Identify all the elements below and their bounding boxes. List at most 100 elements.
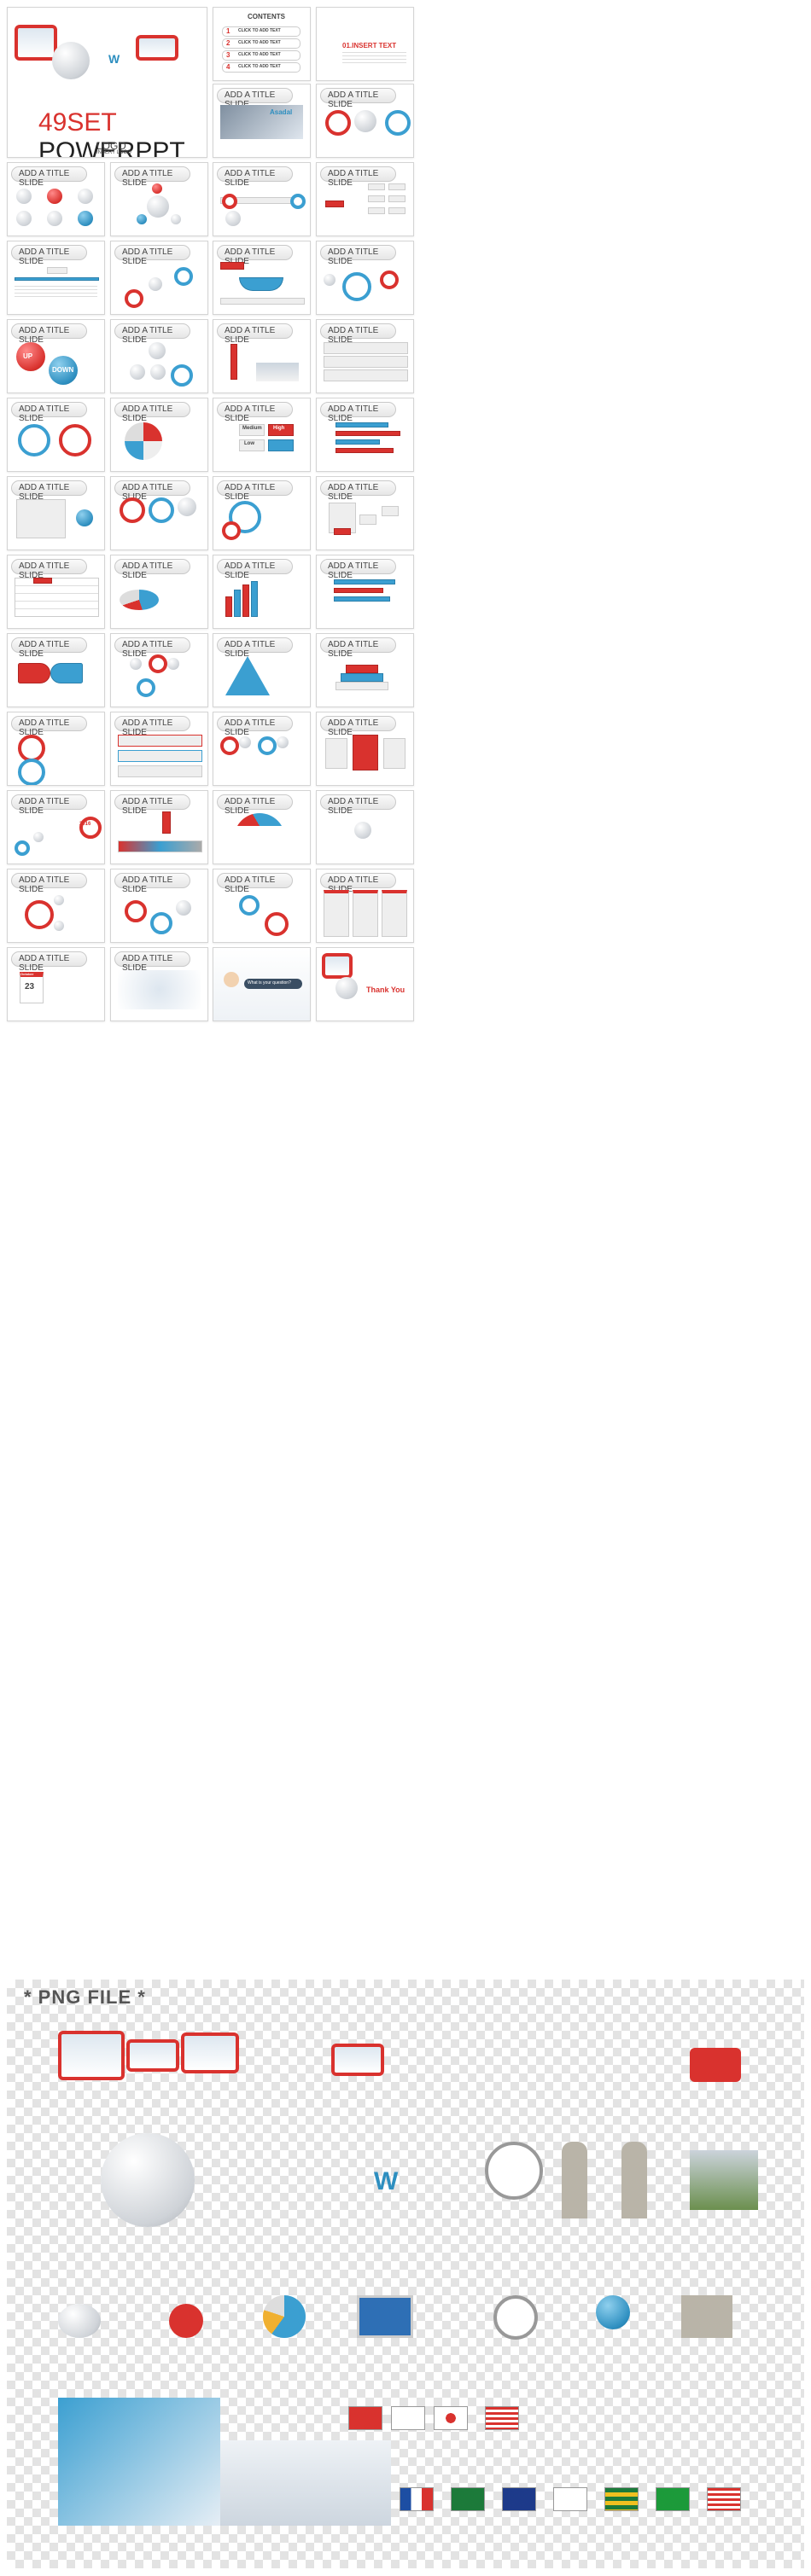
- slide-progress-bars[interactable]: ADD A TITLE SLIDE: [316, 555, 414, 629]
- contents-number: 1: [226, 27, 230, 35]
- cycle-center: [147, 195, 169, 218]
- slide-asadal-pair[interactable]: ADD A TITLE SLIDE: [7, 712, 105, 786]
- bar: [225, 596, 232, 617]
- slide-title-bar: ADD A TITLE SLIDE: [114, 637, 190, 659]
- slide-map-flags[interactable]: ADD A TITLE SLIDE: [110, 947, 208, 1021]
- slide-click-add[interactable]: ADD A TITLE SLIDE: [110, 869, 208, 943]
- slide-asadal-arc[interactable]: ADD A TITLE SLIDE: [213, 476, 311, 550]
- png-scale-icon: [681, 2295, 732, 2338]
- slide-text-boxes[interactable]: ADD A TITLE SLIDE: [316, 162, 414, 236]
- slide-image-list[interactable]: ADD A TITLE SLIDE: [316, 319, 414, 393]
- slide-cycle-asadal[interactable]: ADD A TITLE SLIDE: [110, 162, 208, 236]
- progress-bar: [334, 579, 395, 584]
- png-flag-brazil: [656, 2487, 690, 2511]
- slide-title: ADD A TITLE SLIDE: [328, 640, 379, 659]
- slide-text-table[interactable]: ADD A TITLE SLIDE: [7, 555, 105, 629]
- slide-world-map-asadal[interactable]: ADD A TITLE SLIDE: [110, 319, 208, 393]
- contents-slide[interactable]: CONTENTS 1 CLICK TO ADD TEXT 2 CLICK TO …: [213, 7, 311, 81]
- slide-title: ADD A TITLE SLIDE: [19, 718, 70, 737]
- globe-icon: [354, 822, 371, 839]
- slide-semicircle[interactable]: ADD A TITLE SLIDE: [213, 790, 311, 864]
- slide-funnel[interactable]: ADD A TITLE SLIDE: [213, 241, 311, 315]
- slide-three-circles[interactable]: ADD A TITLE SLIDE: [316, 84, 414, 158]
- contents-item-4[interactable]: 4 CLICK TO ADD TEXT: [222, 62, 300, 73]
- png-tree-screen: [58, 2031, 125, 2080]
- slide-text-tabs[interactable]: ADD A TITLE SLIDE: [7, 241, 105, 315]
- node: [149, 654, 167, 673]
- list-row: [118, 750, 202, 762]
- slide-pyramid[interactable]: ADD A TITLE SLIDE: [213, 633, 311, 707]
- contents-item-3[interactable]: 3 CLICK TO ADD TEXT: [222, 50, 300, 61]
- bar: [251, 581, 258, 617]
- section-slide[interactable]: 01.INSERT TEXT: [316, 7, 414, 81]
- slide-photo-circle[interactable]: ADD A TITLE SLIDE: [7, 476, 105, 550]
- slide-title: ADD A TITLE SLIDE: [19, 247, 70, 266]
- slide-growth-arrow[interactable]: ADD A TITLE SLIDE: [110, 241, 208, 315]
- slide-title: ADD A TITLE SLIDE: [19, 404, 70, 423]
- contents-item-2[interactable]: 2 CLICK TO ADD TEXT: [222, 38, 300, 49]
- slide-thank-you[interactable]: Thank You: [316, 947, 414, 1021]
- slide-globe-pointers[interactable]: ADD A TITLE SLIDE: [316, 790, 414, 864]
- slide-title-bar: ADD A TITLE SLIDE: [320, 559, 396, 580]
- slide-four-nodes[interactable]: ADD A TITLE SLIDE: [110, 633, 208, 707]
- list-row: [324, 356, 408, 368]
- card: [324, 890, 349, 937]
- text-box: [388, 195, 406, 202]
- card: [325, 738, 347, 769]
- cover-slide[interactable]: W 49SET POWERPPT LOGO INSERT LOGO: [7, 7, 207, 158]
- slide-timeline-years[interactable]: ADD A TITLE SLIDE: [213, 162, 311, 236]
- slide-three-asadal[interactable]: ADD A TITLE SLIDE: [110, 476, 208, 550]
- slide-asadal-rings[interactable]: ADD A TITLE SLIDE: [316, 241, 414, 315]
- section-title: 01.INSERT TEXT: [342, 42, 397, 49]
- slide-title: ADD A TITLE SLIDE: [328, 718, 379, 737]
- slide-asadal-photo[interactable]: ADD A TITLE SLIDE Asadal: [213, 84, 311, 158]
- slide-logo-circles[interactable]: ADD A TITLE SLIDE: [7, 398, 105, 472]
- slide-title: ADD A TITLE SLIDE: [328, 169, 379, 188]
- contents-item-1[interactable]: 1 CLICK TO ADD TEXT: [222, 26, 300, 37]
- slide-asadal-cards[interactable]: ADD A TITLE SLIDE: [316, 712, 414, 786]
- slide-3d-pie[interactable]: ADD A TITLE SLIDE: [110, 555, 208, 629]
- slide-pie-text[interactable]: ADD A TITLE SLIDE: [110, 398, 208, 472]
- slide-text-chain[interactable]: ADD A TITLE SLIDE: [213, 712, 311, 786]
- slide-matrix[interactable]: ADD A TITLE SLIDE Medium High Low: [213, 398, 311, 472]
- slide-three-cards[interactable]: ADD A TITLE SLIDE: [316, 869, 414, 943]
- slide-list-icons[interactable]: ADD A TITLE SLIDE: [110, 712, 208, 786]
- h-bar: [335, 422, 388, 427]
- slide-steps[interactable]: ADD A TITLE SLIDE: [7, 162, 105, 236]
- growth-node: [125, 289, 143, 308]
- table-header: [33, 578, 52, 584]
- slide-asadal-cluster[interactable]: ADD A TITLE SLIDE: [7, 869, 105, 943]
- png-tv-screen-3: [331, 2044, 384, 2076]
- slide-up-down[interactable]: ADD A TITLE SLIDE UP DOWN: [7, 319, 105, 393]
- list-row: [324, 369, 408, 381]
- slide-3d-bars[interactable]: ADD A TITLE SLIDE: [213, 555, 311, 629]
- slide-arrow-asadal[interactable]: ADD A TITLE SLIDE: [7, 633, 105, 707]
- slide-title: ADD A TITLE SLIDE: [225, 90, 276, 109]
- progress-bar: [334, 588, 383, 593]
- slide-growth-boxes[interactable]: ADD A TITLE SLIDE: [316, 476, 414, 550]
- pyramid: [225, 656, 270, 695]
- slide-people-arrows[interactable]: ADD A TITLE SLIDE: [110, 790, 208, 864]
- slide-year-timeline[interactable]: ADD A TITLE SLIDE 2016: [7, 790, 105, 864]
- png-silhouette-man: [562, 2142, 587, 2218]
- slide-bar-table[interactable]: ADD A TITLE SLIDE: [316, 398, 414, 472]
- slide-layer-pyramid[interactable]: ADD A TITLE SLIDE: [316, 633, 414, 707]
- cover-title-word: POWERPPT: [38, 137, 185, 158]
- png-flag-australia: [502, 2487, 536, 2511]
- slide-business-arrow[interactable]: ADD A TITLE SLIDE: [213, 319, 311, 393]
- h-bar: [335, 431, 400, 436]
- card: [382, 890, 407, 937]
- slide-road-magnifier[interactable]: ADD A TITLE SLIDE: [213, 869, 311, 943]
- cover-logo: LOGO: [96, 140, 126, 152]
- h-bar: [335, 439, 380, 445]
- png-flag-usa: [485, 2406, 519, 2430]
- layer: [335, 682, 388, 690]
- slide-title: ADD A TITLE SLIDE: [225, 326, 276, 345]
- contents-label: CLICK TO ADD TEXT: [238, 40, 281, 45]
- slide-title: ADD A TITLE SLIDE: [225, 169, 276, 188]
- slide-title: ADD A TITLE SLIDE: [225, 797, 276, 816]
- slide-title-bar: ADD A TITLE SLIDE: [320, 245, 396, 266]
- slide-calendar[interactable]: ADD A TITLE SLIDE October 23: [7, 947, 105, 1021]
- slide-question[interactable]: What is your question?: [213, 947, 311, 1021]
- chain-node: [277, 736, 289, 748]
